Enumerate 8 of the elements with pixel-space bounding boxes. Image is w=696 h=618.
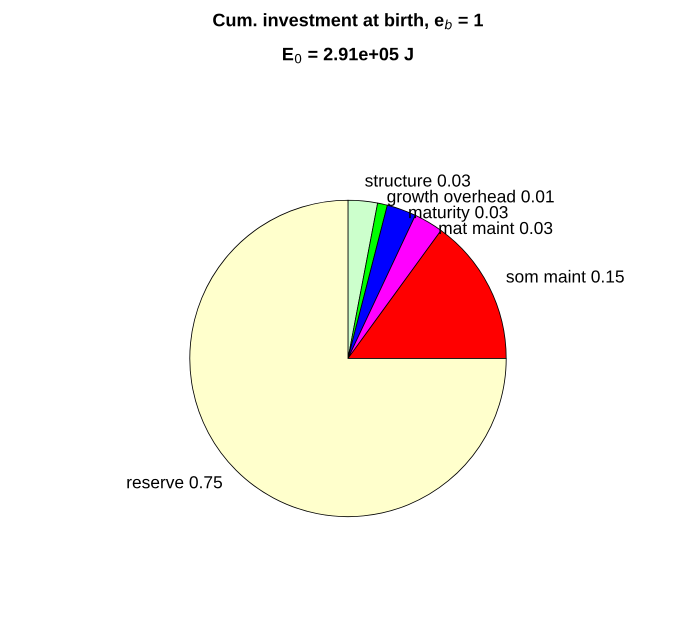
slice-label: reserve 0.75 [127,476,222,488]
slice-label: maturity 0.03 [409,206,508,222]
chart-title: Cum. investment at birth, e$_{b}$ = 1 [213,13,483,30]
slice-label: mat maint 0.03 [439,221,552,234]
slice-label: structure 0.03 [365,174,470,187]
chart-subtitle: E$_{0}$ = 2.91e+05 J [283,48,413,64]
slice-label: growth overhead 0.01 [387,190,554,206]
slice-label: som maint 0.15 [506,270,624,283]
